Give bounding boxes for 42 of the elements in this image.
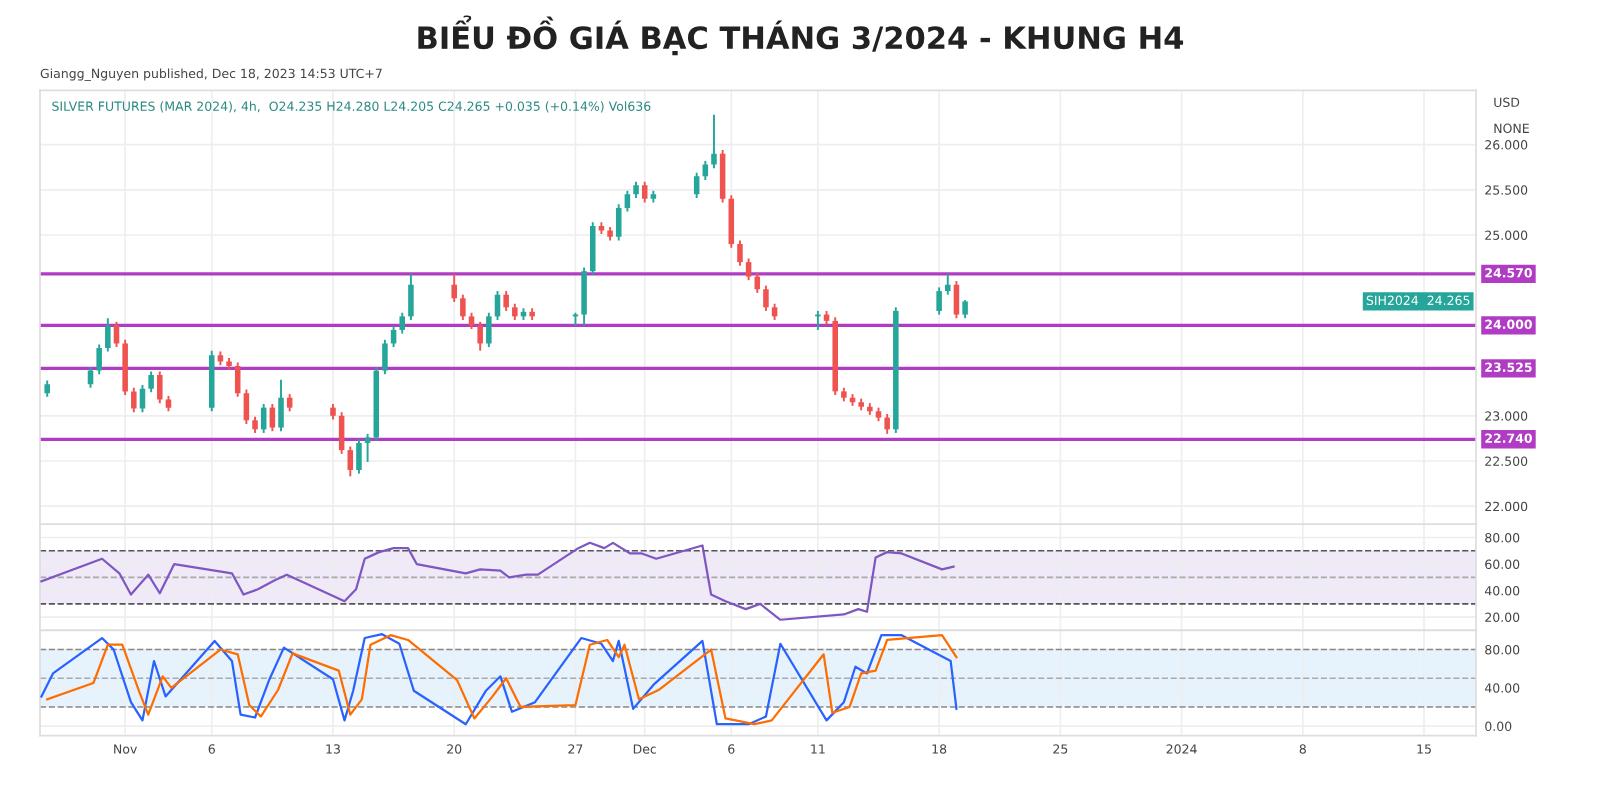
candlestick — [693, 171, 700, 199]
candlestick — [486, 311, 492, 349]
candlestick — [269, 403, 276, 433]
candlestick — [131, 386, 137, 414]
candlestick — [105, 317, 111, 353]
candlestick — [745, 257, 752, 282]
candlestick — [641, 180, 648, 204]
candlestick — [737, 239, 743, 267]
line-series — [40, 541, 955, 621]
candlestick — [477, 320, 483, 352]
candlestick — [399, 311, 406, 335]
chart-title: BIỂU ĐỒ GIÁ BẠC THÁNG 3/2024 - KHUNG H4 — [418, 15, 1184, 56]
candlestick — [945, 272, 951, 296]
candlestick — [157, 370, 163, 405]
candlestick — [113, 320, 120, 349]
candlestick — [953, 280, 960, 320]
candlestick — [962, 299, 968, 320]
candlestick — [503, 290, 509, 312]
candlestick — [347, 445, 354, 478]
candlestick — [615, 203, 622, 242]
candlestick — [364, 432, 371, 463]
candlestick — [148, 370, 154, 394]
candlestick — [96, 343, 102, 376]
candlestick — [382, 338, 388, 376]
candlestick — [451, 272, 457, 303]
candlestick — [278, 378, 284, 433]
candlestick — [624, 189, 631, 213]
candlestick — [122, 338, 128, 396]
candlestick — [139, 384, 146, 414]
candlestick — [234, 361, 241, 398]
candlestick — [728, 194, 735, 249]
candlestick — [719, 149, 726, 204]
candlestick — [460, 293, 466, 321]
candlestick — [243, 388, 250, 425]
candlestick — [763, 284, 769, 312]
candlestick — [581, 266, 587, 327]
candlestick — [356, 438, 362, 475]
candlestick — [589, 221, 596, 276]
candlestick — [711, 113, 717, 170]
candlestick — [936, 286, 942, 316]
candlestick — [884, 413, 890, 435]
candlestick — [408, 272, 414, 321]
